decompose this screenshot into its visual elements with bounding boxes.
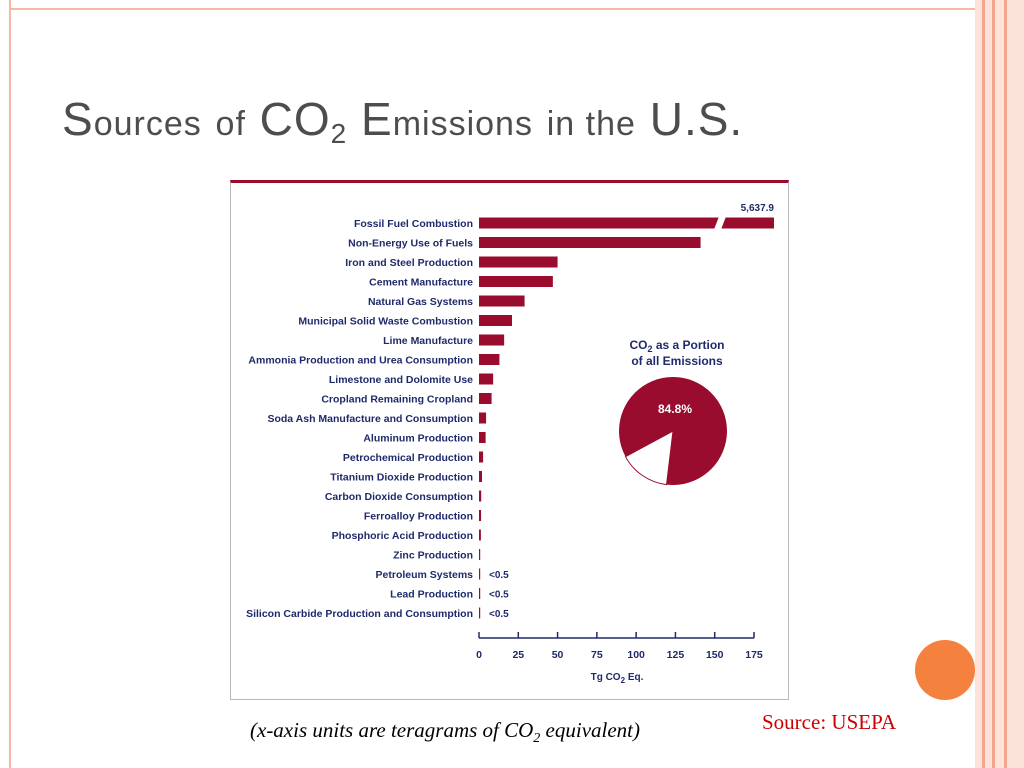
title-letter: E [361,93,393,145]
slide-frame-right [975,0,1024,768]
bar [479,373,494,385]
x-tick-label: 0 [476,649,482,661]
x-axis-label: Tg CO2 Eq. [591,672,644,685]
title-smallcaps: in the [546,105,636,143]
category-label: Cropland Remaining Cropland [321,394,473,406]
category-label: Titanium Dioxide Production [330,472,473,484]
pie-title-part: as a Portion [652,338,724,352]
chart-panel: Fossil Fuel Combustion 5,637.9 Non-Energy … [230,180,789,700]
bar [479,451,484,463]
category-label: Non-Energy Use of Fuels [348,238,473,250]
axis-break-mark [714,216,726,230]
slide-frame-left [0,0,11,768]
source-note: Source: USEPA [762,710,896,734]
pie-value-label: 84.8% [658,402,692,416]
bar [479,256,558,268]
title-subscript: 2 [330,118,348,149]
bar [479,276,553,287]
bar [479,393,492,404]
data-label: <0.5 [489,590,509,601]
bar [479,510,482,521]
category-label: Aluminum Production [363,433,473,445]
x-tick-label: 150 [706,649,724,661]
frame-stripe [982,0,985,768]
bar [479,471,482,482]
category-label: Phosphoric Acid Production [332,530,473,542]
title-co: CO [259,93,331,145]
data-label: <0.5 [489,609,509,620]
x-axis-label-part: Eq. [625,672,644,683]
category-label: Carbon Dioxide Consumption [325,491,473,503]
category-label: Lead Production [390,589,473,601]
title-smallcaps: missions [392,105,533,143]
x-tick-label: 50 [552,649,564,661]
bar [479,588,481,599]
category-label: Lime Manufacture [383,335,473,347]
slide-title: Sources of CO2 Emissions in the U.S. [62,92,743,150]
slide-frame-top [9,0,975,10]
data-label: <0.5 [489,570,509,581]
category-label: Limestone and Dolomite Use [329,374,473,386]
pie-slice-other [624,430,674,486]
category-label: Municipal Solid Waste Combustion [298,316,473,328]
category-label: Ammonia Production and Urea Consumption [248,355,473,367]
title-us: U.S. [649,93,744,145]
category-label: Silicon Carbide Production and Consumpti… [246,608,473,620]
pie-title-part: 2 [647,344,652,354]
category-label: Petroleum Systems [376,569,474,581]
bar [479,432,486,443]
bar [479,237,701,248]
category-label: Fossil Fuel Combustion [354,218,473,230]
x-tick-label: 125 [667,649,685,661]
frame-stripe [992,0,995,768]
bar [479,334,505,346]
pie-title-line1: CO2 as a Portion [629,338,724,354]
x-tick-label: 75 [591,649,603,661]
category-label: Petrochemical Production [343,452,473,464]
bar [479,490,482,502]
caption-text-end: equivalent) [540,718,641,742]
title-letter: S [62,93,94,145]
x-axis-label-part: Tg CO [591,672,621,683]
category-label: Iron and Steel Production [345,257,473,269]
title-smallcaps: of [215,105,246,143]
bar-fossil-fuel-combustion [479,217,774,229]
caption-subscript: 2 [533,731,541,747]
category-label: Natural Gas Systems [368,296,473,308]
bar [479,354,500,365]
pie-title-line2: of all Emissions [631,354,723,368]
bar [479,315,512,326]
data-label: 5,637.9 [741,203,775,214]
category-label: Ferroalloy Production [364,511,473,523]
x-tick-label: 175 [745,649,763,661]
category-label: Zinc Production [393,550,473,562]
category-label: Soda Ash Manufacture and Consumption [267,413,473,425]
title-smallcaps: ources [93,105,202,143]
x-tick-label: 25 [512,649,524,661]
chart-caption: (x-axis units are teragrams of CO2 equiv… [250,718,640,747]
caption-text: (x-axis units are teragrams of CO [250,718,534,742]
x-tick-label: 100 [627,649,645,661]
bar [479,568,481,580]
bar [479,412,487,424]
orange-circle-button[interactable] [915,640,975,700]
bar [479,529,481,541]
x-axis-label-part: 2 [621,676,626,685]
pie-title-part: CO [629,338,647,352]
category-label: Cement Manufacture [369,277,473,289]
emissions-bar-chart: Fossil Fuel Combustion 5,637.9 Non-Energy … [246,203,775,685]
bar [479,549,481,560]
bar [479,295,525,307]
bar [479,607,481,619]
frame-stripe [1004,0,1007,768]
